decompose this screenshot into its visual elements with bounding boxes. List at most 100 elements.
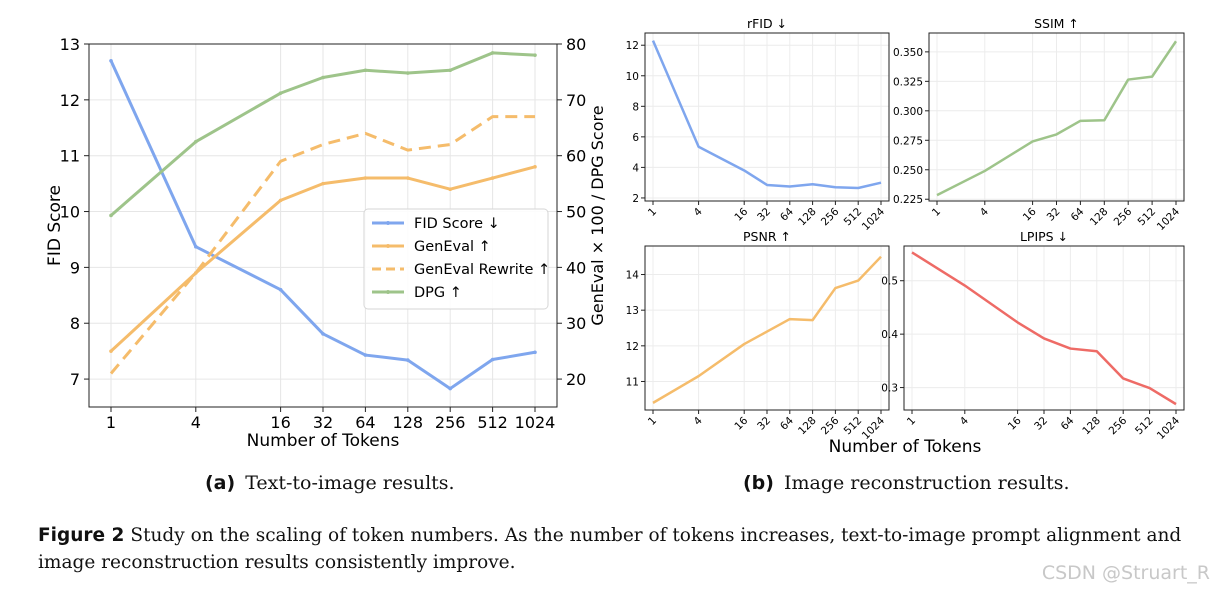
- subplot-title: LPIPS ↓: [1020, 229, 1068, 244]
- x-tick-label: 64: [778, 205, 796, 223]
- x-tick-label: 4: [978, 205, 991, 218]
- x-tick-label: 256: [819, 205, 842, 228]
- series-point-1: [448, 187, 453, 191]
- figure-caption-text: Study on the scaling of token numbers. A…: [38, 525, 1182, 573]
- series-point-0: [109, 58, 113, 63]
- caption-a: (a) Text-to-image results.: [205, 472, 455, 494]
- x-tick-label: 128: [796, 206, 819, 229]
- series-point-1: [533, 165, 537, 169]
- legend-label-2: GenEval Rewrite ↑: [414, 262, 550, 278]
- series-point-3: [278, 91, 283, 95]
- series-point-0: [448, 386, 453, 391]
- x-tick-label: 1024: [1155, 414, 1183, 442]
- x-tick-label: 512: [1133, 415, 1156, 438]
- x-tick-label: 32: [1045, 206, 1063, 224]
- series-point-3: [448, 68, 453, 73]
- y-tick-label-left: 10: [60, 203, 80, 222]
- x-tick-label: 64: [355, 413, 375, 432]
- x-tick-label: 16: [270, 413, 290, 432]
- series-point-1: [109, 349, 113, 353]
- y-tick-label-left: 13: [60, 35, 80, 54]
- y-tick-label: 6: [632, 132, 639, 144]
- series-point-1: [321, 181, 325, 186]
- y-tick-label: 0.3: [881, 383, 898, 395]
- legend-marker-1: [386, 244, 390, 248]
- y-tick-label-left: 9: [70, 258, 80, 277]
- x-tick-label: 1: [930, 206, 943, 219]
- x-tick-label: 1: [646, 206, 659, 219]
- y-axis-label-right: GenEval × 100 / DPG Score: [588, 105, 607, 325]
- series-point-3: [490, 51, 495, 55]
- series-point-1: [490, 176, 495, 180]
- y-tick-label-right: 30: [566, 314, 586, 333]
- caption-b: (b) Image reconstruction results.: [743, 472, 1070, 494]
- series-point-1: [406, 176, 410, 180]
- series-point-3: [321, 75, 325, 80]
- y-tick-label: 0.4: [881, 329, 898, 341]
- x-tick-label: 256: [435, 413, 466, 432]
- y-tick-label: 4: [632, 162, 639, 174]
- y-tick-label: 12: [626, 40, 639, 52]
- x-tick-label: 1024: [515, 413, 556, 432]
- x-tick-label: 128: [1088, 206, 1111, 229]
- x-axis-label-a: Number of Tokens: [247, 431, 400, 451]
- caption-a-label: (a): [205, 472, 236, 494]
- x-tick-label: 16: [1021, 205, 1039, 223]
- subplot-title: PSNR ↑: [743, 229, 791, 244]
- x-tick-label: 256: [1112, 205, 1135, 228]
- series-point-3: [194, 139, 198, 144]
- x-tick-label: 16: [732, 414, 750, 432]
- y-tick-label-left: 7: [70, 370, 80, 389]
- y-tick-label: 12: [626, 341, 639, 353]
- y-tick-label: 0.250: [893, 165, 923, 177]
- y-tick-label-right: 60: [566, 147, 586, 166]
- x-tick-label: 128: [1080, 415, 1103, 438]
- x-tick-label: 1: [646, 415, 659, 428]
- x-tick-label: 4: [958, 414, 971, 427]
- x-tick-label: 4: [191, 413, 201, 432]
- y-tick-label: 0.5: [881, 276, 898, 288]
- series-point-0: [278, 287, 283, 292]
- legend-label-0: FID Score ↓: [414, 216, 500, 232]
- series-point-0: [406, 358, 410, 362]
- x-axis-label-b: Number of Tokens: [829, 437, 982, 457]
- series-point-3: [109, 213, 113, 218]
- y-tick-label: 2: [632, 193, 639, 205]
- legend-box: [363, 208, 549, 310]
- y-axis-label-left: FID Score: [45, 185, 65, 266]
- x-tick-label: 64: [1059, 414, 1077, 432]
- series-point-3: [363, 68, 368, 73]
- series-point-1: [363, 176, 368, 180]
- series-line: [911, 251, 1177, 406]
- x-tick-label: 32: [1032, 415, 1050, 433]
- series-point-3: [406, 71, 410, 75]
- watermark: CSDN @Struart_R: [1041, 562, 1210, 584]
- legend-label-1: GenEval ↑: [414, 239, 491, 255]
- legend-label-3: DPG ↑: [414, 285, 462, 301]
- figure-caption-label: Figure 2: [38, 525, 125, 546]
- series-point-0: [194, 244, 198, 249]
- series-line-2: [109, 115, 535, 375]
- x-tick-label: 32: [755, 206, 773, 224]
- y-tick-label: 14: [626, 270, 640, 282]
- y-tick-label: 0.225: [893, 194, 923, 206]
- x-tick-label: 128: [796, 415, 819, 438]
- y-tick-label: 0.350: [893, 47, 923, 59]
- x-tick-label: 512: [477, 413, 508, 432]
- y-tick-label: 0.275: [893, 135, 923, 147]
- x-tick-label: 64: [778, 414, 796, 432]
- series-point-0: [533, 350, 537, 355]
- x-tick-label: 16: [1006, 414, 1024, 432]
- y-tick-label-left: 12: [60, 91, 80, 110]
- series-line: [651, 40, 882, 190]
- x-tick-label: 256: [819, 414, 842, 437]
- y-tick-label-left: 8: [70, 314, 80, 333]
- x-tick-label: 4: [692, 205, 705, 218]
- legend-marker-0: [386, 221, 390, 225]
- caption-a-text: Text-to-image results.: [245, 472, 455, 494]
- y-tick-label-right: 70: [566, 91, 586, 110]
- legend-marker-3: [386, 290, 390, 294]
- y-tick-label-right: 20: [566, 370, 586, 389]
- series-point-3: [533, 53, 537, 57]
